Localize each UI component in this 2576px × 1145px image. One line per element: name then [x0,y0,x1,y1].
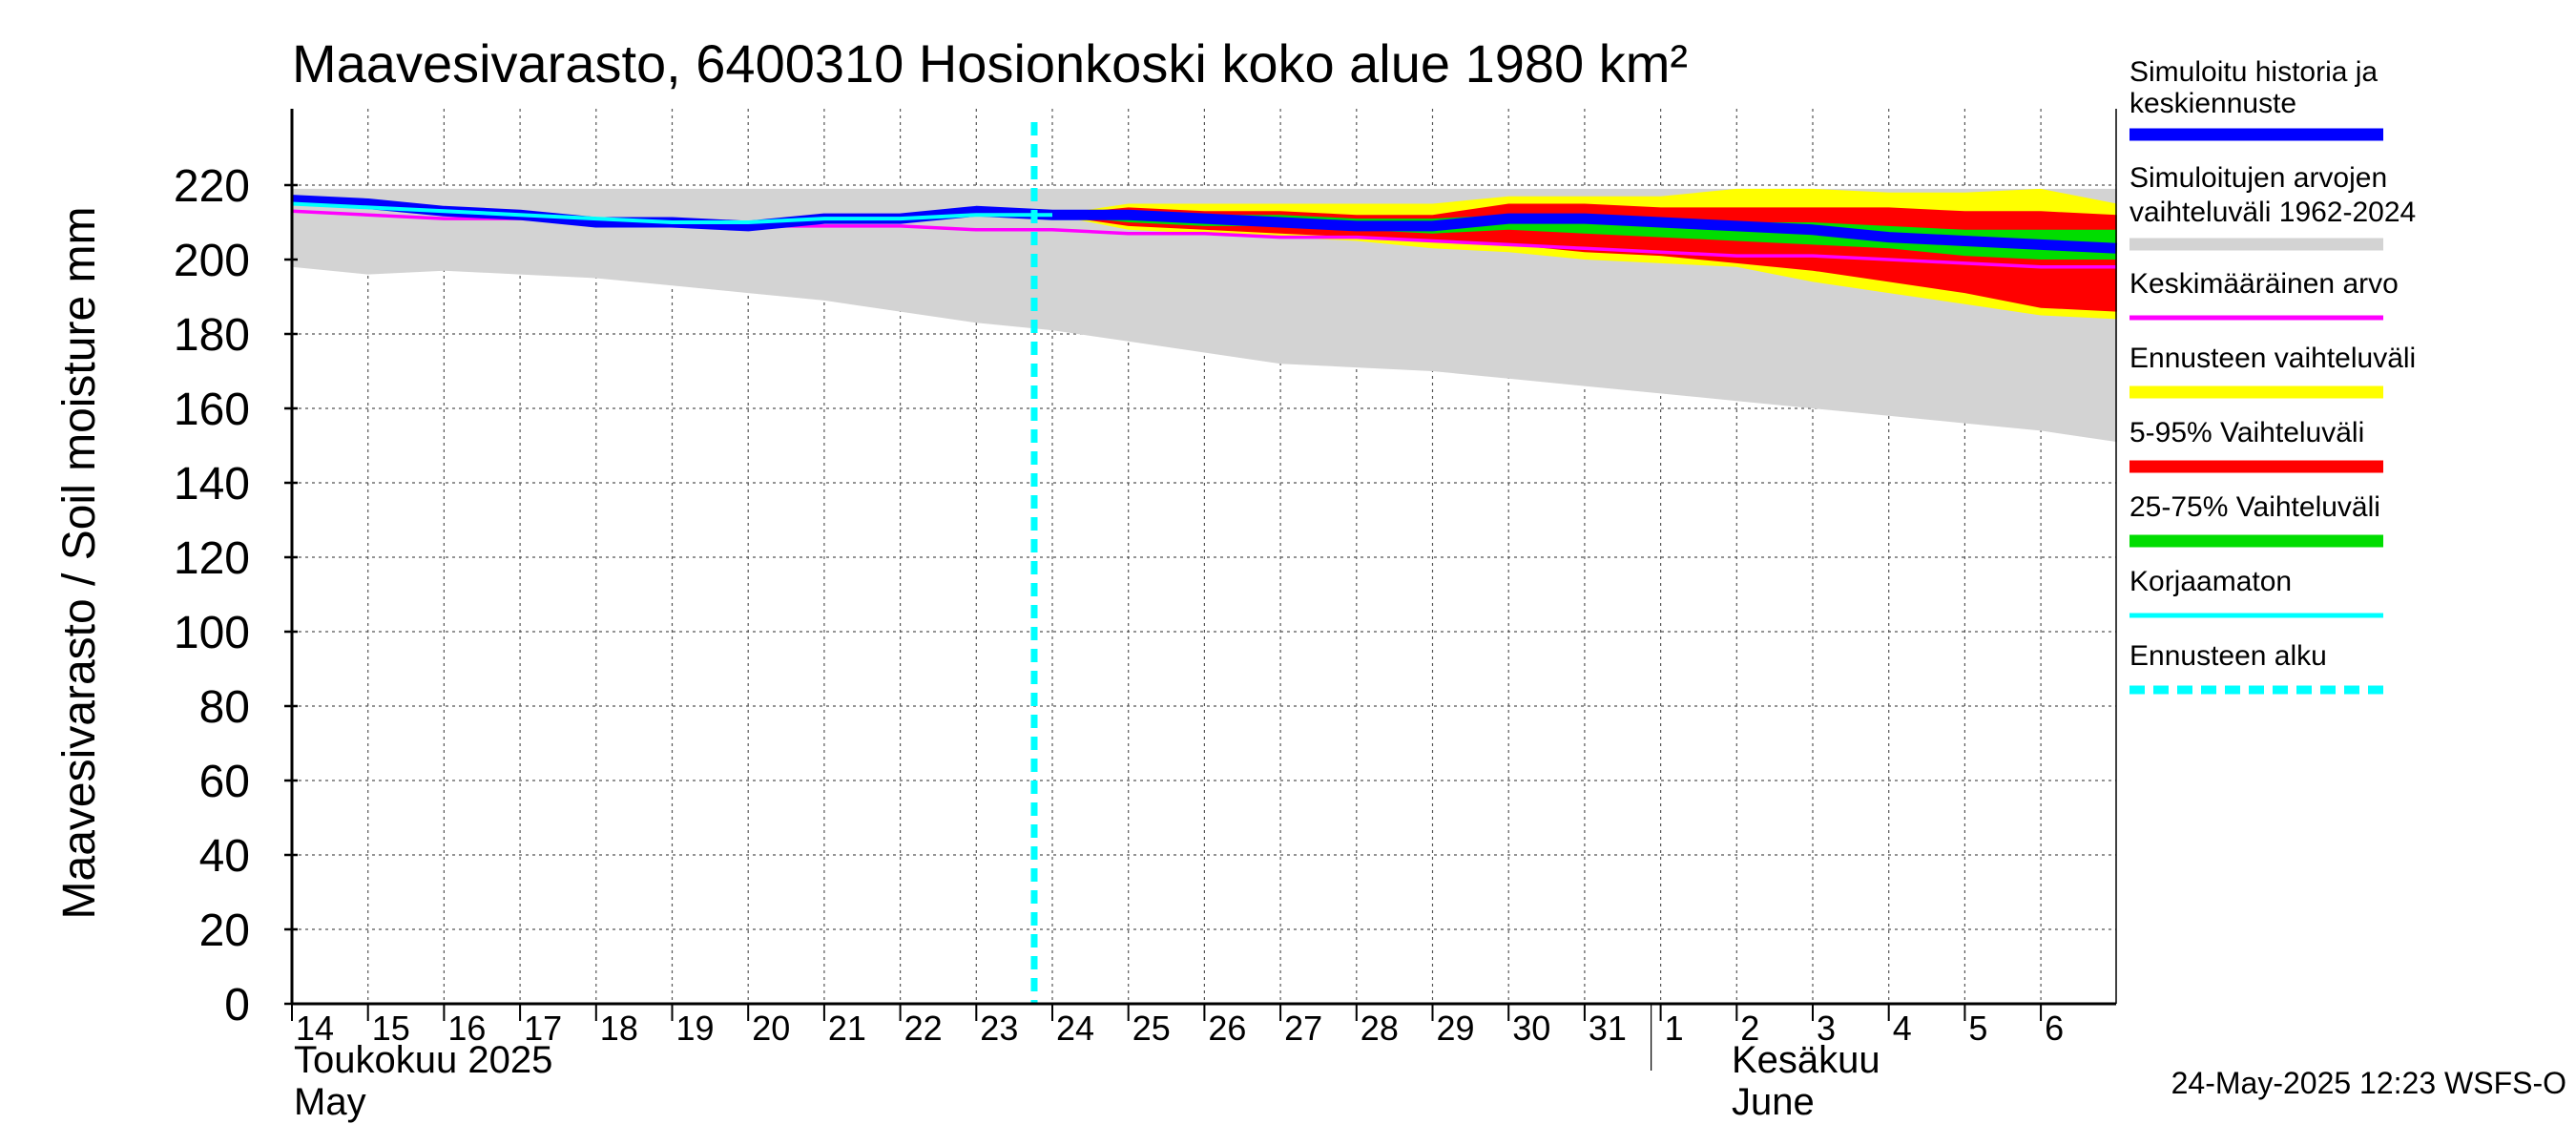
y-tick-label: 120 [174,533,250,584]
x-tick-label: 20 [752,1009,790,1048]
x-tick-label: 27 [1284,1009,1322,1048]
lines-layer [291,122,2118,1004]
y-tick-label: 80 [199,682,250,733]
y-tick-label: 0 [224,980,250,1030]
y-axis-ticks: 0 20 40 60 80 100 120 140 160 180 200 220 [174,161,298,1030]
x-tick-label: 1 [1665,1009,1684,1048]
month-label-june-en: June [1732,1081,1815,1123]
x-tick-label: 31 [1589,1009,1627,1048]
y-tick-label: 140 [174,459,250,510]
legend-label: Ennusteen alku [2129,640,2327,672]
x-tick-label: 4 [1893,1009,1912,1048]
legend-label: Korjaamaton [2129,566,2292,597]
legend: Simuloitu historia jakeskiennusteSimuloi… [2129,56,2416,695]
x-tick-label: 19 [676,1009,715,1048]
legend-item: 5-95% Vaihteluväli [2129,417,2383,473]
x-tick-label: 15 [372,1009,410,1048]
x-tick-label: 16 [447,1009,486,1048]
legend-label: keskiennuste [2129,88,2296,119]
legend-item: 25-75% Vaihteluväli [2129,491,2383,548]
x-tick-label: 29 [1437,1009,1475,1048]
x-tick-label: 26 [1208,1009,1246,1048]
legend-item: Ennusteen alku [2129,640,2383,695]
y-axis-label: Maavesivarasto / Soil moisture mm [54,207,105,920]
legend-label: Ennusteen vaihteluväli [2129,343,2416,374]
month-label-june-fi: Kesäkuu [1732,1039,1880,1081]
legend-label: 25-75% Vaihteluväli [2129,491,2380,523]
y-tick-label: 180 [174,310,250,361]
y-tick-label: 220 [174,161,250,212]
legend-item: Keskimääräinen arvo [2129,268,2399,321]
x-tick-label: 3 [1817,1009,1836,1048]
month-label-may-en: May [294,1081,366,1123]
y-tick-label: 40 [199,831,250,882]
y-tick-label: 20 [199,906,250,956]
series-line [291,201,1052,224]
x-tick-label: 2 [1740,1009,1759,1048]
x-tick-label: 24 [1056,1009,1094,1048]
legend-label: 5-95% Vaihteluväli [2129,417,2364,448]
legend-label: Simuloitujen arvojen [2129,162,2387,194]
x-tick-label: 18 [600,1009,638,1048]
x-tick-label: 25 [1132,1009,1171,1048]
legend-item: Korjaamaton [2129,566,2383,618]
y-tick-label: 100 [174,608,250,658]
legend-label: Keskimääräinen arvo [2129,268,2399,300]
series-line [291,195,2118,254]
y-tick-label: 60 [199,757,250,807]
legend-label: Simuloitu historia ja [2129,56,2378,88]
x-tick-label: 14 [296,1009,334,1048]
x-axis-ticks: 14 15 16 17 18 19 20 21 22 23 24 25 26 27 28 29 30 31 1 2 3 4… [291,1004,2064,1071]
x-tick-label: 21 [828,1009,866,1048]
y-tick-label: 200 [174,236,250,286]
x-tick-label: 5 [1968,1009,1987,1048]
timestamp-footer: 24-May-2025 12:23 WSFS-O [2171,1066,2566,1100]
legend-label: vaihteluväli 1962-2024 [2129,197,2416,228]
legend-item: Ennusteen vaihteluväli [2129,343,2416,399]
x-tick-label: 22 [904,1009,943,1048]
chart-title: Maavesivarasto, 6400310 Hosionkoski koko… [292,33,1688,94]
x-tick-label: 23 [980,1009,1018,1048]
x-tick-label: 30 [1512,1009,1550,1048]
month-labels: Toukokuu 2025 May Kesäkuu June [294,1039,1880,1123]
x-tick-label: 28 [1361,1009,1399,1048]
x-tick-label: 6 [2045,1009,2064,1048]
y-tick-label: 160 [174,385,250,435]
month-label-may-fi: Toukokuu 2025 [294,1039,552,1081]
x-tick-label: 17 [524,1009,562,1048]
